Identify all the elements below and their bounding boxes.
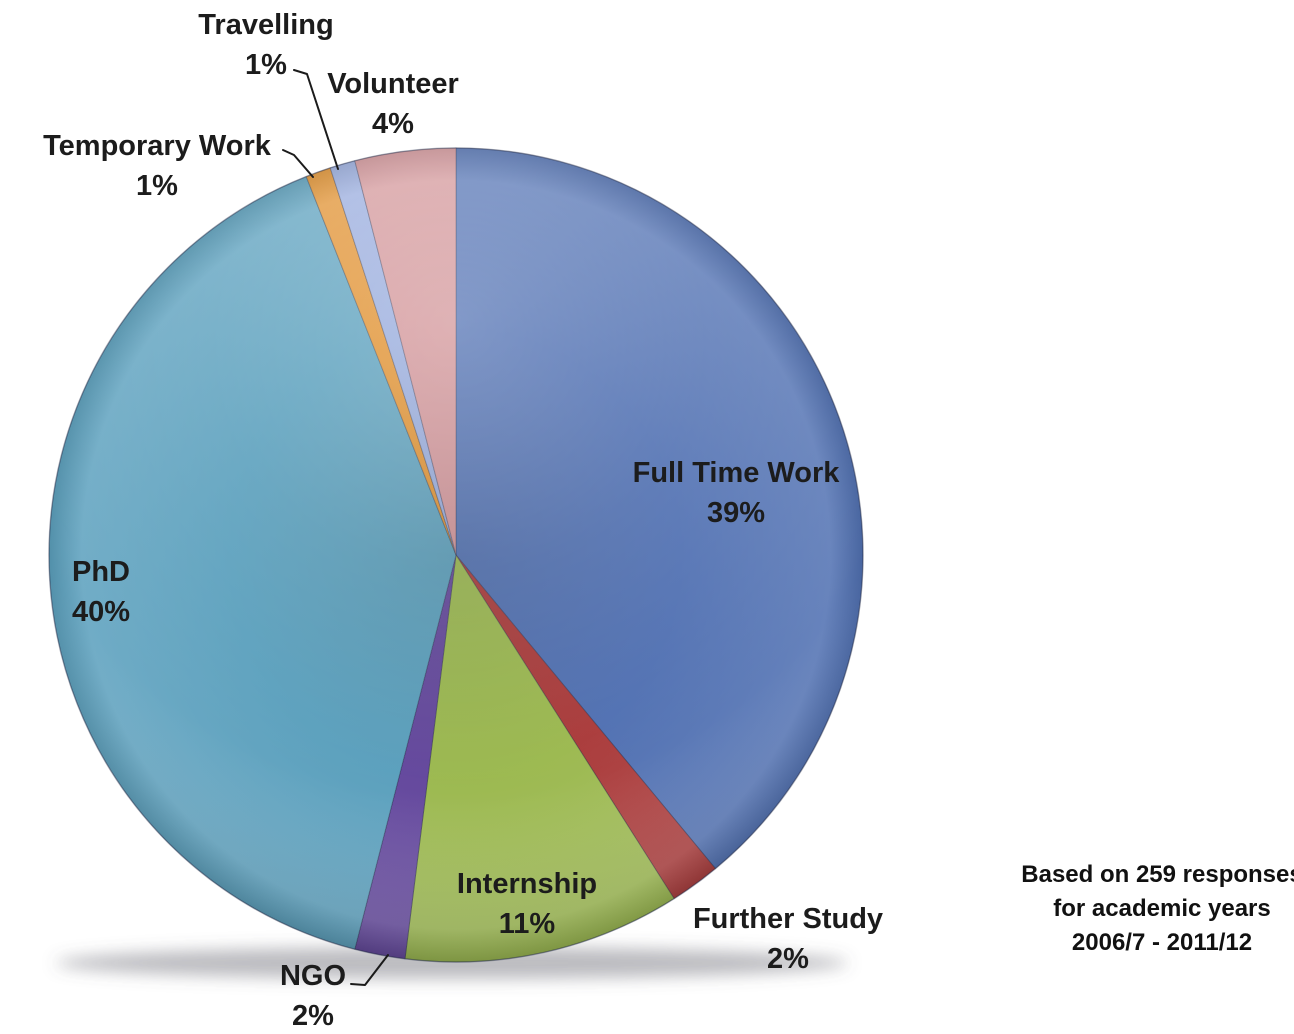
pie-gloss [48,147,864,963]
slice-percent: 39% [706,497,766,529]
note-line-3: 2006/7 - 2011/12 [1071,929,1253,956]
label-full-time-work: Full Time Work 39% [633,453,840,533]
pie-rim [48,147,864,963]
slice-percent: 1% [245,49,287,81]
slice-name: Internship [456,868,598,900]
leader-line-travelling [293,69,339,170]
slice-name: Travelling [198,9,334,41]
slice-percent: 2% [292,1000,334,1032]
slice-percent: 40% [71,596,131,628]
slice-percent: 2% [767,943,809,975]
leader-line-temporary-work [282,149,314,178]
slice-name: PhD [71,556,130,588]
pie-sheen [49,148,863,962]
chart-note: Based on 259 responses for academic year… [1021,858,1294,960]
slice-percent: 4% [372,108,414,140]
note-line-2: for academic years [1053,895,1271,922]
note-line-1: Based on 259 responses [1021,861,1294,888]
pie-shadow [56,947,848,979]
slice-name: Volunteer [327,68,459,100]
label-phd: PhD 40% [72,552,130,632]
label-travelling: Travelling 1% [198,5,333,85]
slice-name: Further Study [692,903,884,935]
label-temporary-work: Temporary Work 1% [43,126,271,206]
label-volunteer: Volunteer 4% [327,64,459,144]
slice-name: Full Time Work [632,457,840,489]
slice-name: NGO [279,960,347,992]
slice-percent: 1% [136,170,178,202]
leader-lines [282,69,389,986]
label-further-study: Further Study 2% [693,899,883,979]
label-ngo: NGO 2% [280,956,346,1034]
leader-line-ngo [350,954,389,986]
label-internship: Internship 11% [457,864,597,944]
slice-percent: 11% [498,908,556,940]
slice-name: Temporary Work [43,130,271,162]
